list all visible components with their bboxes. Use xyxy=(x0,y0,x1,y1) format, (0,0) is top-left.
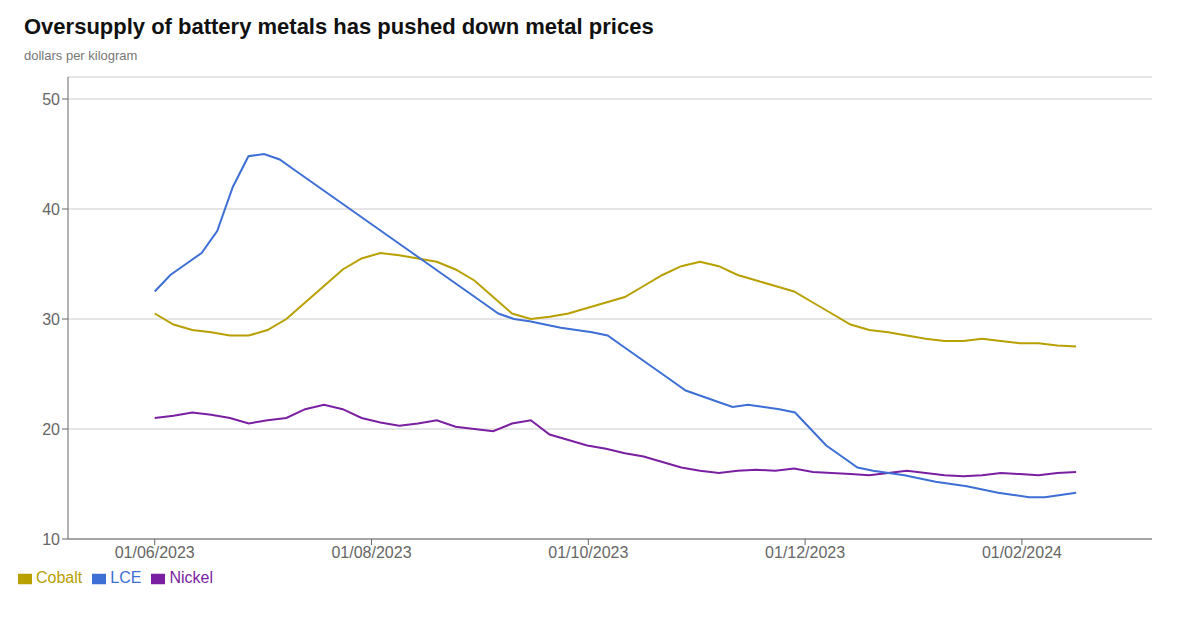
html-text:Nickel: Nickel xyxy=(169,569,213,586)
html-text:LCE: LCE xyxy=(110,569,142,586)
svg-text:10: 10 xyxy=(42,531,60,548)
svg-text:01/10/2023: 01/10/2023 xyxy=(548,544,628,561)
svg-text:20: 20 xyxy=(42,421,60,438)
svg-text:01/02/2024: 01/02/2024 xyxy=(982,544,1062,561)
svg-text:50: 50 xyxy=(42,91,60,108)
svg-text:01/12/2023: 01/12/2023 xyxy=(765,544,845,561)
svg-text:40: 40 xyxy=(42,201,60,218)
svg-text:01/06/2023: 01/06/2023 xyxy=(115,544,195,561)
svg-text:30: 30 xyxy=(42,311,60,328)
html-text:Cobalt: Cobalt xyxy=(36,569,83,586)
html-text:dollars per kilogram: dollars per kilogram xyxy=(24,48,138,63)
svg-text:01/08/2023: 01/08/2023 xyxy=(331,544,411,561)
html-text:Oversupply of battery metals h: Oversupply of battery metals has pushed … xyxy=(24,14,654,39)
